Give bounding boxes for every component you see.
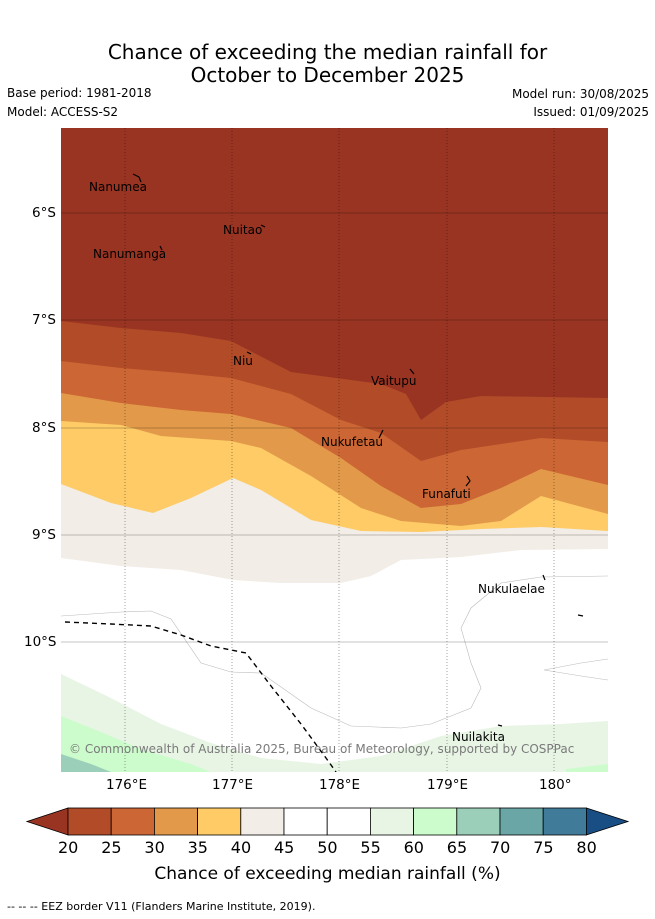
- lon-label-177e: 177°E: [212, 777, 254, 793]
- colorbar-segment: [326, 807, 371, 836]
- contour-50b: [543, 658, 608, 681]
- colorbar-tick-label: 45: [274, 838, 295, 857]
- lon-label-180: 180°: [539, 777, 572, 793]
- place-nanumea: Nanumea: [89, 180, 147, 194]
- colorbar-tick-label: 20: [58, 838, 79, 857]
- base-period: Base period: 1981-2018: [7, 86, 152, 100]
- place-nanumanga: Nanumanga: [93, 247, 167, 261]
- band-50: [61, 549, 608, 772]
- longitude-lines: [124, 128, 555, 772]
- lon-label-178e: 178°E: [319, 777, 361, 793]
- colorbar-segment: [283, 807, 328, 836]
- place-nuitao: Nuitao: [223, 223, 263, 237]
- band-60b: [566, 764, 608, 772]
- place-nukufetau: Nukufetau: [321, 435, 384, 449]
- lat-label-10s: 10°S: [24, 634, 57, 650]
- place-nukulaelae: Nukulaelae: [478, 582, 545, 596]
- issued-date: Issued: 01/09/2025: [533, 105, 649, 119]
- eez-footnote: -- -- -- EEZ border V11 (Flanders Marine…: [7, 900, 316, 913]
- colorbar-segment: [456, 807, 501, 836]
- colorbar-segment: [499, 807, 544, 836]
- lon-label-179e: 179°E: [427, 777, 469, 793]
- colorbar-tick-label: 60: [403, 838, 424, 857]
- island-outlines: [132, 173, 584, 727]
- copyright-notice: © Commonwealth of Australia 2025, Bureau…: [69, 742, 575, 756]
- chart-title-line2: October to December 2025: [190, 63, 465, 87]
- colorbar-tick-label: 35: [187, 838, 208, 857]
- colorbar-segment: [67, 807, 112, 836]
- colorbar-tick-label: 40: [230, 838, 252, 857]
- latitude-lines: [61, 212, 608, 643]
- lon-label-176e: 176°E: [106, 777, 148, 793]
- model-run-date: Model run: 30/08/2025: [511, 87, 649, 101]
- colorbar-tick-label: 50: [317, 838, 338, 857]
- band-65: [61, 754, 111, 772]
- colorbar-segment: [369, 807, 414, 836]
- colorbar-tick-label: 70: [490, 838, 511, 857]
- colorbar-tick-label: 55: [360, 838, 381, 857]
- colorbar-title: Chance of exceeding median rainfall (%): [154, 864, 501, 884]
- lat-label-7s: 7°S: [32, 312, 56, 328]
- colorbar-tick-label: 80: [576, 838, 597, 857]
- model-name: Model: ACCESS-S2: [7, 105, 119, 119]
- colorbar-tick-label: 75: [533, 838, 554, 857]
- colorbar-segment: [413, 807, 458, 836]
- colorbar-segment: [153, 807, 198, 836]
- contour-50: [61, 575, 608, 729]
- colorbar-segment: [542, 807, 587, 836]
- place-vaitupu: Vaitupu: [371, 374, 417, 388]
- colorbar-tick-label: 30: [144, 838, 165, 857]
- band-55: [61, 674, 608, 772]
- lat-label-8s: 8°S: [32, 420, 56, 436]
- place-niu: Niu: [233, 354, 253, 368]
- colorbar-extend-low: [25, 807, 69, 836]
- colorbar-extend-high: [586, 807, 630, 836]
- colorbar-segment: [197, 807, 242, 836]
- colorbar-segment: [110, 807, 155, 836]
- band-60: [61, 716, 211, 772]
- colorbar-tick-label: 65: [446, 838, 468, 857]
- rainfall-map: Nanumea Nuitao Nanumanga Niu Vaitupu Nuk…: [61, 128, 608, 772]
- chart-title-line1: Chance of exceeding the median rainfall …: [107, 40, 548, 64]
- map-canvas: [61, 128, 608, 772]
- lat-label-9s: 9°S: [32, 527, 56, 543]
- colorbar-tick-label: 25: [101, 838, 122, 857]
- lat-label-6s: 6°S: [32, 205, 56, 221]
- colorbar: [25, 807, 630, 836]
- colorbar-segment: [240, 807, 285, 836]
- place-funafuti: Funafuti: [422, 487, 471, 501]
- place-nuilakita: Nuilakita: [452, 730, 505, 744]
- eez-border: [64, 621, 337, 772]
